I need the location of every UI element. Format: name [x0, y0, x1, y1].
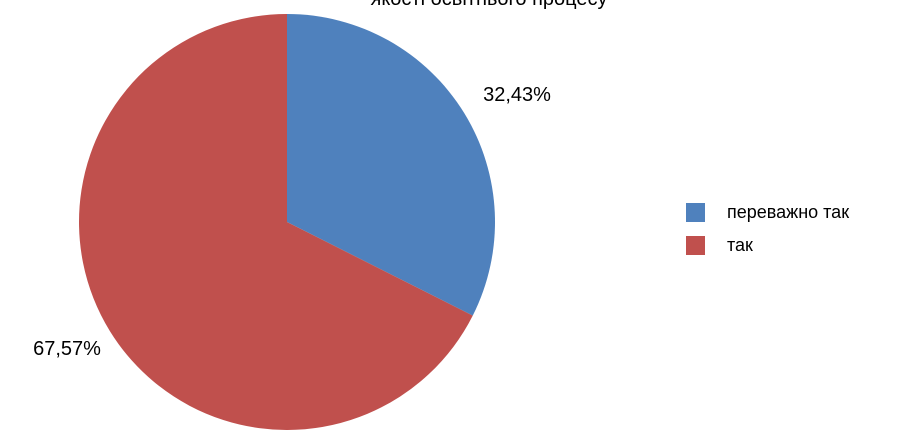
- chart-title: якості освітнього процесу: [0, 0, 922, 11]
- legend-item-tak: так: [686, 229, 849, 262]
- legend-item-pereva-zhno-tak: переважно так: [686, 196, 849, 229]
- legend-swatch: [686, 203, 705, 222]
- pie-slice-pereva-zhno-tak: [287, 14, 495, 316]
- legend: переважно так так: [686, 196, 849, 262]
- slice-value-label: 67,57%: [33, 338, 101, 360]
- pie-slice-tak: [78, 14, 473, 430]
- slice-value-label: 32,43%: [483, 84, 551, 106]
- legend-swatch: [686, 236, 705, 255]
- legend-label: так: [727, 235, 753, 255]
- legend-label: переважно так: [727, 202, 850, 222]
